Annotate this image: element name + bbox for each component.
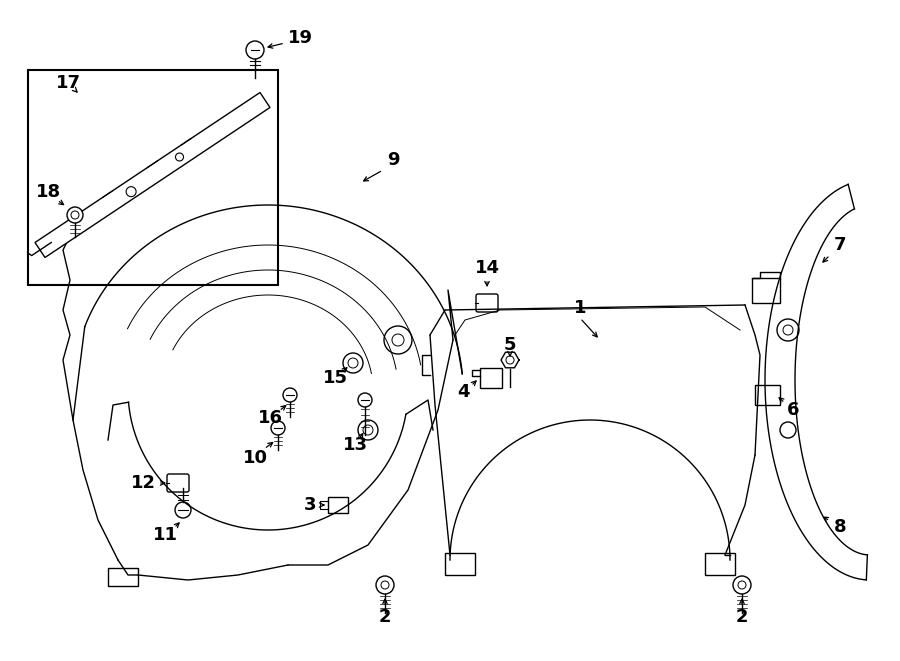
Bar: [480, 368, 502, 388]
Circle shape: [283, 388, 297, 402]
Circle shape: [348, 358, 358, 368]
Text: 6: 6: [787, 401, 799, 419]
Text: 2: 2: [379, 608, 392, 626]
Bar: [445, 553, 475, 575]
Circle shape: [126, 186, 136, 197]
Circle shape: [71, 211, 79, 219]
Text: 1: 1: [574, 299, 586, 317]
Circle shape: [780, 422, 796, 438]
Circle shape: [506, 356, 514, 364]
Circle shape: [733, 576, 751, 594]
Circle shape: [176, 153, 184, 161]
Circle shape: [67, 207, 83, 223]
Text: 15: 15: [322, 369, 347, 387]
Text: 3: 3: [304, 496, 316, 514]
Circle shape: [777, 319, 799, 341]
FancyBboxPatch shape: [476, 294, 498, 312]
Bar: [328, 497, 348, 513]
Text: 8: 8: [833, 518, 846, 536]
Circle shape: [376, 576, 394, 594]
Circle shape: [271, 421, 285, 435]
Circle shape: [343, 353, 363, 373]
Bar: [752, 278, 780, 303]
Circle shape: [384, 326, 412, 354]
Text: 2: 2: [736, 608, 748, 626]
Text: 5: 5: [504, 336, 517, 354]
Text: 9: 9: [387, 151, 400, 169]
Text: 14: 14: [474, 259, 500, 277]
Text: 18: 18: [35, 183, 60, 201]
Circle shape: [363, 425, 373, 435]
Circle shape: [392, 334, 404, 346]
Text: 11: 11: [152, 526, 177, 544]
Circle shape: [175, 502, 191, 518]
Circle shape: [381, 581, 389, 589]
FancyBboxPatch shape: [167, 474, 189, 492]
Circle shape: [358, 393, 372, 407]
Polygon shape: [35, 93, 270, 258]
Text: 12: 12: [130, 474, 156, 492]
Bar: [28, 70, 278, 285]
Text: 13: 13: [343, 436, 367, 454]
Bar: [108, 568, 138, 586]
Circle shape: [246, 41, 264, 59]
Text: 19: 19: [287, 29, 312, 47]
Text: 10: 10: [242, 449, 267, 467]
Text: 7: 7: [833, 236, 846, 254]
Bar: [755, 385, 780, 405]
Text: 4: 4: [456, 383, 469, 401]
Bar: [705, 553, 735, 575]
Circle shape: [783, 325, 793, 335]
Circle shape: [738, 581, 746, 589]
Circle shape: [358, 420, 378, 440]
Text: 17: 17: [56, 74, 80, 92]
Text: 16: 16: [257, 409, 283, 427]
